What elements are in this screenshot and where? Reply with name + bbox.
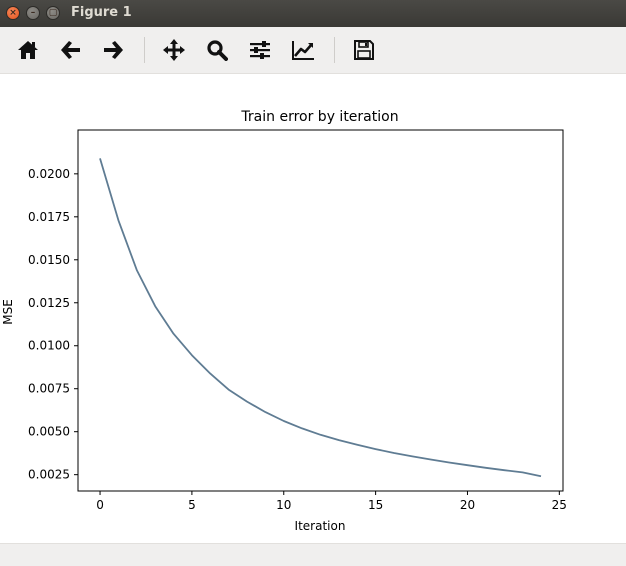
zoom-button[interactable]: [202, 35, 232, 65]
configure-subplots-icon: [250, 41, 270, 59]
y-tick-label: 0.0075: [28, 382, 70, 396]
zoom-icon: [207, 40, 228, 61]
y-tick-label: 0.0150: [28, 253, 70, 267]
close-icon: ×: [9, 8, 17, 18]
home-icon: [18, 41, 38, 59]
back-arrow-icon: [61, 41, 80, 59]
save-icon: [354, 40, 374, 60]
edit-axes-icon: [292, 41, 314, 60]
toolbar-separator: [144, 37, 145, 63]
window-title: Figure 1: [71, 5, 132, 20]
toolbar-separator: [334, 37, 335, 63]
y-tick-label: 0.0025: [28, 468, 70, 482]
configure-subplots-button[interactable]: [245, 35, 275, 65]
save-button[interactable]: [349, 35, 379, 65]
figure-canvas[interactable]: Train error by iteration Iteration MSE 0…: [0, 74, 626, 543]
forward-button[interactable]: [98, 35, 128, 65]
x-tick-label: 15: [368, 498, 383, 512]
y-tick-label: 0.0100: [28, 339, 70, 353]
plot-frame: [77, 129, 564, 492]
status-bar: [0, 543, 626, 566]
x-tick-label: 10: [276, 498, 291, 512]
x-tick-label: 25: [552, 498, 567, 512]
close-window-button[interactable]: ×: [6, 6, 20, 20]
y-tick-label: 0.0200: [28, 167, 70, 181]
window-titlebar: × – ▢ Figure 1: [0, 0, 626, 27]
maximize-icon: ▢: [48, 8, 58, 18]
chart-title: Train error by iteration: [240, 109, 398, 125]
y-tick-label: 0.0125: [28, 296, 70, 310]
pan-button[interactable]: [159, 35, 189, 65]
forward-arrow-icon: [104, 41, 123, 59]
edit-axes-button[interactable]: [288, 35, 318, 65]
x-tick-label: 5: [188, 498, 196, 512]
pan-icon: [163, 39, 185, 61]
y-axis-label: MSE: [1, 299, 15, 325]
y-tick-label: 0.0050: [28, 425, 70, 439]
y-tick-label: 0.0175: [28, 210, 70, 224]
back-button[interactable]: [56, 35, 86, 65]
home-button[interactable]: [13, 35, 43, 65]
navigation-toolbar: [0, 27, 626, 74]
maximize-window-button[interactable]: ▢: [46, 6, 60, 20]
x-axis-label: Iteration: [295, 519, 346, 533]
x-tick-label: 20: [460, 498, 475, 512]
chart: Train error by iteration Iteration MSE 0…: [1, 109, 567, 533]
series-line: [99, 158, 542, 478]
minimize-icon: –: [30, 8, 36, 18]
minimize-window-button[interactable]: –: [26, 6, 40, 20]
x-tick-label: 0: [96, 498, 104, 512]
